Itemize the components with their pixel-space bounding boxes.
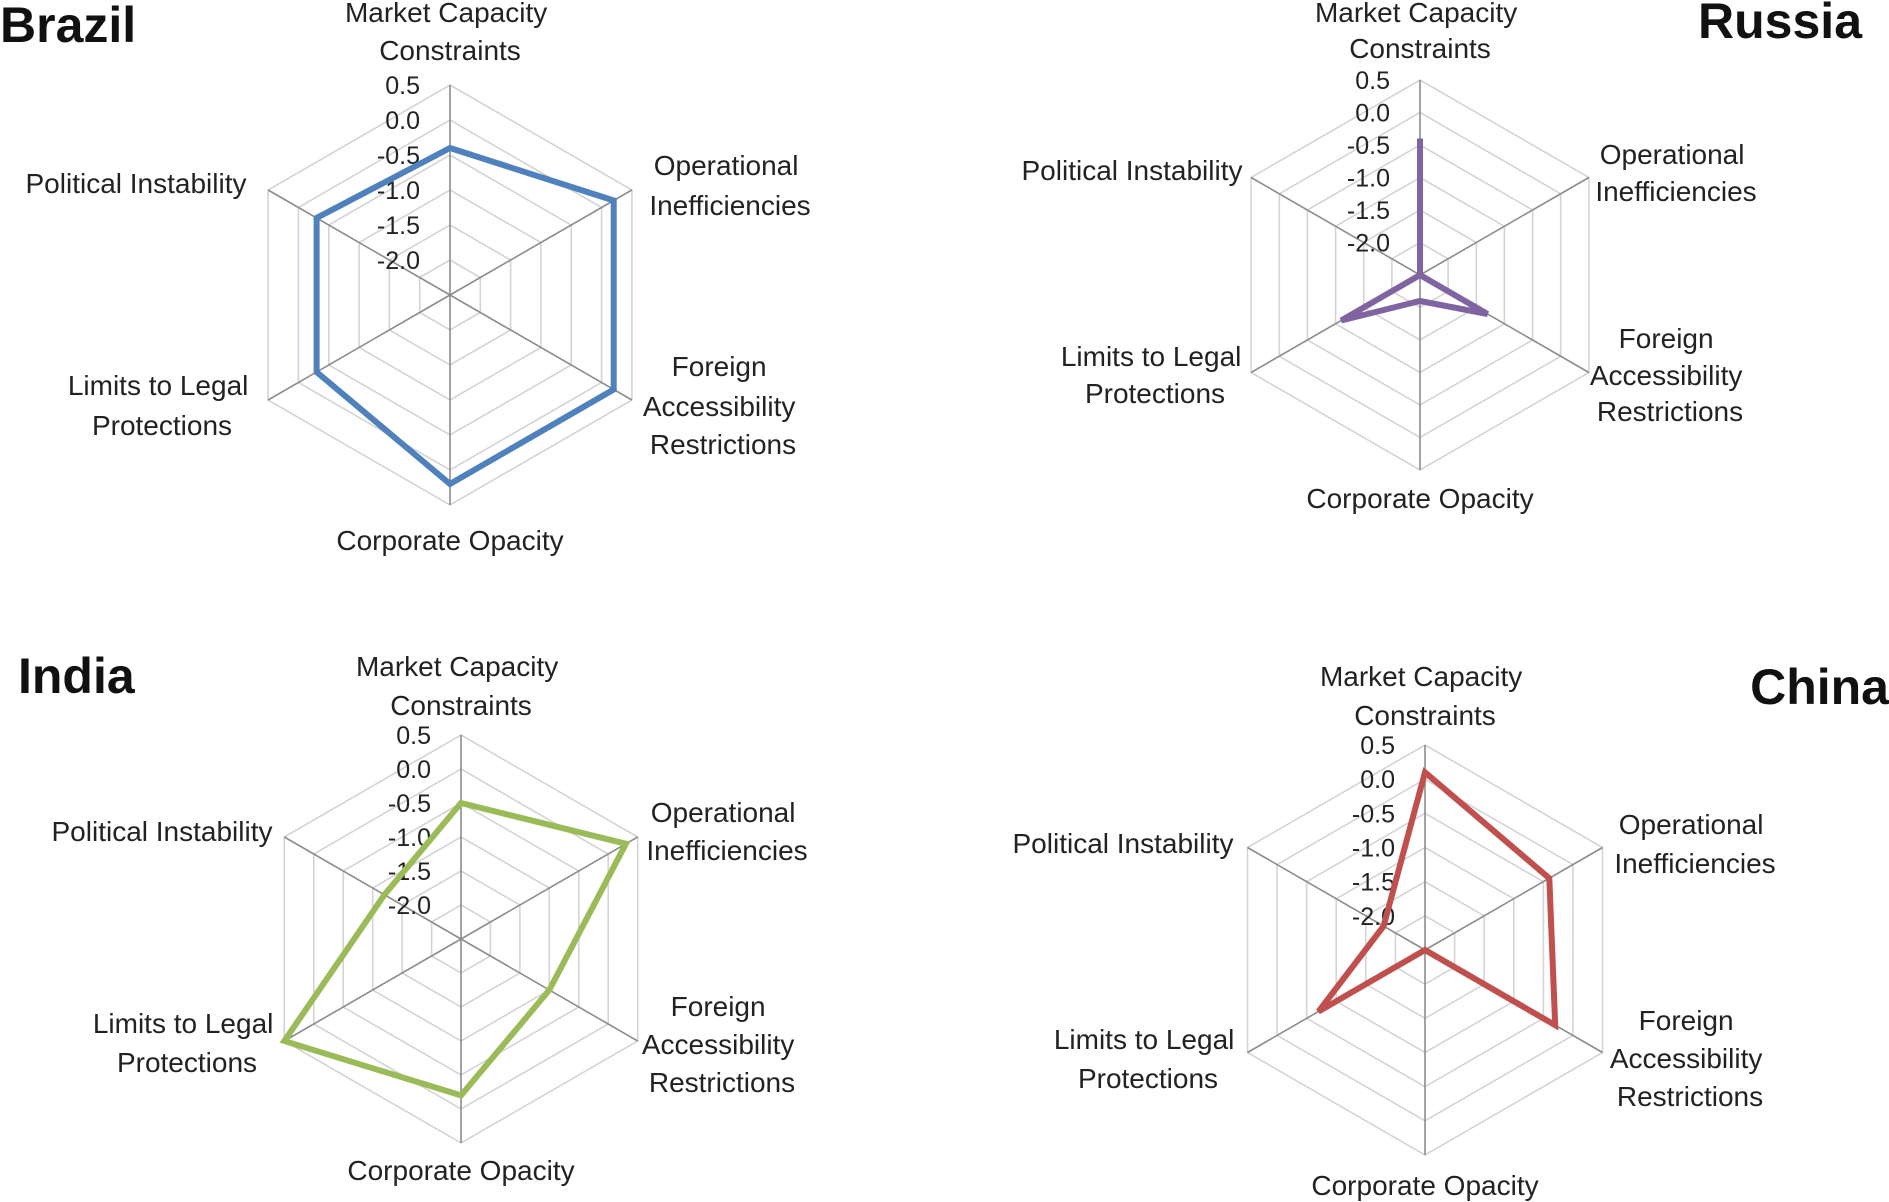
axis-label-operational-inefficiencies: Operational Inefficiencies — [1595, 139, 1756, 207]
axis-label-foreign-accessibility: Foreign Accessibility Restrictions — [642, 991, 802, 1098]
axis-label-political-instability: Political Instability — [26, 168, 247, 199]
radar-chart-brazil: Brazil 0.50.0-0.5-1.0-1.5-2.0 Market Cap… — [0, 0, 811, 556]
radar-chart-russia: Russia 0.5 0.0 -0.5 -1.0 -1.5 -2.0 Market Cap… — [1022, 0, 1864, 514]
axis-label-foreign-accessibility: Foreign Accessibility Restrictions — [643, 351, 803, 460]
axis-label-market-capacity: Market Capacity Constraints — [356, 651, 566, 721]
tick-label: 0.5 — [1355, 67, 1390, 95]
axis-spoke — [1250, 176, 1421, 276]
axis-labels: Market Capacity Constraints Operational … — [1022, 0, 1757, 514]
axis-label-operational-inefficiencies: Operational Inefficiencies — [1614, 809, 1775, 879]
axis-label-limits-legal: Limits to Legal Protections — [93, 1008, 281, 1078]
tick-label: -2.0 — [1347, 230, 1390, 258]
axis-labels: Market Capacity Constraints Operational … — [52, 651, 808, 1186]
axis-label-corporate-opacity: Corporate Opacity — [347, 1155, 574, 1186]
axis-label-corporate-opacity: Corporate Opacity — [1306, 483, 1533, 514]
tick-label: -0.5 — [1352, 800, 1395, 828]
tick-label: -0.5 — [388, 790, 431, 818]
axis-spoke — [449, 294, 633, 401]
axis-labels: Market Capacity Constraints Operational … — [1013, 661, 1776, 1201]
chart-title: Russia — [1698, 0, 1863, 49]
tick-label: 0.5 — [385, 72, 420, 100]
axis-label-limits-legal: Limits to Legal Protections — [68, 370, 256, 441]
axis-spoke — [283, 938, 462, 1042]
axis-label-corporate-opacity: Corporate Opacity — [336, 525, 563, 556]
axis-label-market-capacity: Market Capacity Constraints — [1320, 661, 1530, 731]
tick-label: -1.5 — [377, 212, 420, 240]
tick-label: -2.0 — [388, 892, 431, 920]
axis-label-foreign-accessibility: Foreign Accessibility Restrictions — [1610, 1005, 1770, 1112]
chart-title: Brazil — [0, 0, 136, 53]
axis-spoke — [1424, 846, 1603, 951]
tick-label: 0.0 — [1360, 766, 1395, 794]
axis-spoke — [283, 836, 462, 940]
axis-label-limits-legal: Limits to Legal Protections — [1061, 341, 1249, 409]
axis-label-political-instability: Political Instability — [1022, 155, 1243, 186]
axis-spoke — [267, 189, 451, 296]
tick-label: -1.5 — [1347, 197, 1390, 225]
tick-label: 0.5 — [396, 722, 431, 750]
axis-label-operational-inefficiencies: Operational Inefficiencies — [649, 150, 810, 221]
tick-label: 0.0 — [1355, 100, 1390, 128]
tick-label: 0.0 — [385, 107, 420, 135]
tick-label: -1.0 — [1352, 835, 1395, 863]
axis-label-corporate-opacity: Corporate Opacity — [1311, 1170, 1538, 1201]
tick-label: -0.5 — [1347, 132, 1390, 160]
axis-label-political-instability: Political Instability — [1013, 828, 1234, 859]
series-line — [279, 799, 631, 1099]
axis-label-limits-legal: Limits to Legal Protections — [1054, 1024, 1242, 1094]
chart-title: China — [1750, 659, 1889, 715]
chart-title: India — [18, 648, 136, 704]
axis-label-market-capacity: Market Capacity Constraints — [1315, 0, 1525, 64]
axis-label-political-instability: Political Instability — [52, 816, 273, 847]
tick-label: -2.0 — [377, 247, 420, 275]
tick-label: 0.5 — [1360, 732, 1395, 760]
axis-label-foreign-accessibility: Foreign Accessibility Restrictions — [1590, 323, 1750, 427]
tick-label: -1.5 — [1352, 869, 1395, 897]
radar-chart-india: India 0.50.0-0.5-1.0-1.5-2.0 Market Capa… — [18, 648, 808, 1186]
axis-labels: Market Capacity Constraints Operational … — [26, 0, 811, 556]
radar-chart-china: China 0.50.0-0.5-1.0-1.5-2.0 Market Capa… — [1013, 659, 1889, 1201]
axis-spoke — [460, 836, 639, 940]
tick-label: -1.0 — [1347, 165, 1390, 193]
axis-spoke — [449, 189, 633, 296]
axis-spoke — [1419, 176, 1590, 276]
axis-spoke — [1247, 846, 1426, 951]
axis-label-market-capacity: Market Capacity Constraints — [345, 0, 555, 66]
tick-label: 0.0 — [396, 756, 431, 784]
axis-label-operational-inefficiencies: Operational Inefficiencies — [646, 797, 807, 866]
axis-spoke — [267, 294, 451, 401]
